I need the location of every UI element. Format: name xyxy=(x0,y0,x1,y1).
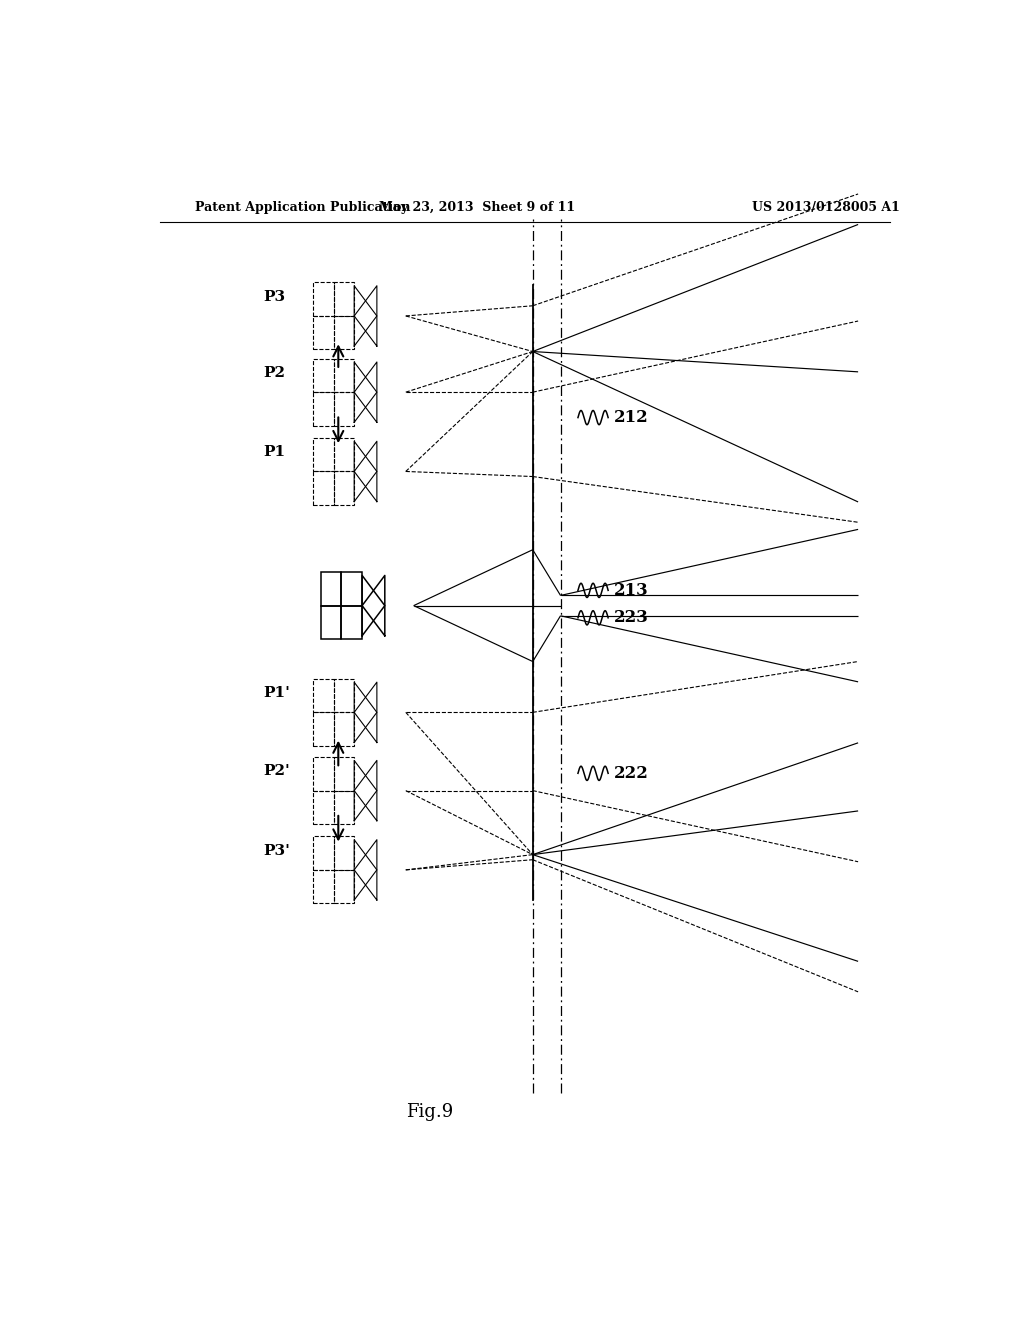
Text: 213: 213 xyxy=(613,582,648,599)
Text: P3': P3' xyxy=(263,843,290,858)
Text: Fig.9: Fig.9 xyxy=(406,1102,454,1121)
Text: Patent Application Publication: Patent Application Publication xyxy=(196,201,411,214)
Text: 222: 222 xyxy=(613,764,648,781)
Text: P1': P1' xyxy=(263,686,290,700)
Text: 223: 223 xyxy=(613,610,648,626)
Text: US 2013/0128005 A1: US 2013/0128005 A1 xyxy=(753,201,900,214)
Text: P2: P2 xyxy=(263,366,285,380)
Text: P1: P1 xyxy=(263,445,285,459)
Text: 212: 212 xyxy=(613,409,648,426)
Text: P2': P2' xyxy=(263,764,290,779)
Text: May 23, 2013  Sheet 9 of 11: May 23, 2013 Sheet 9 of 11 xyxy=(379,201,575,214)
Text: P3: P3 xyxy=(263,290,285,304)
